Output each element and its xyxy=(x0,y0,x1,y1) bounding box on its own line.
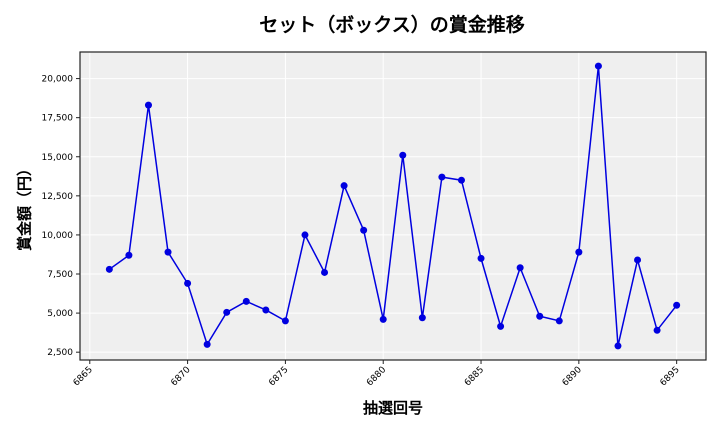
data-point-marker xyxy=(262,306,270,314)
x-tick-label: 6890 xyxy=(561,365,584,388)
data-point-marker xyxy=(379,315,387,323)
data-series xyxy=(105,62,681,350)
y-tick-label: 7,500 xyxy=(47,270,73,280)
data-point-marker xyxy=(340,182,348,190)
y-tick-label: 17,500 xyxy=(42,114,74,124)
data-point-marker xyxy=(457,176,465,184)
data-point-marker xyxy=(281,317,289,325)
x-axis-ticks: 6865 6870 6875 6880 6885 6890 6895 xyxy=(72,360,682,388)
plot-frame xyxy=(79,51,707,361)
data-point-marker xyxy=(418,314,426,322)
plot-area xyxy=(80,52,706,360)
data-point-marker xyxy=(653,326,661,334)
data-point-marker xyxy=(477,254,485,262)
x-tick-label: 6875 xyxy=(267,365,290,388)
x-tick-label: 6870 xyxy=(169,365,192,388)
y-tick-label: 5,000 xyxy=(47,309,73,319)
data-point-marker xyxy=(536,312,544,320)
data-point-marker xyxy=(634,256,642,264)
x-tick-label: 6885 xyxy=(463,365,486,388)
data-point-marker xyxy=(673,301,681,309)
data-point-marker xyxy=(594,62,602,70)
x-tick-label: 6880 xyxy=(365,365,388,388)
data-point-marker xyxy=(223,308,231,316)
y-tick-label: 12,500 xyxy=(42,192,74,202)
data-point-marker xyxy=(144,101,152,109)
data-point-marker xyxy=(516,264,524,272)
data-point-marker xyxy=(203,340,211,348)
data-point-marker xyxy=(321,268,329,276)
data-point-marker xyxy=(438,173,446,181)
data-point-marker xyxy=(575,248,583,256)
x-tick-label: 6895 xyxy=(659,365,682,388)
x-tick-label: 6865 xyxy=(72,365,95,388)
data-point-marker xyxy=(184,279,192,287)
data-point-marker xyxy=(242,297,250,305)
data-point-marker xyxy=(360,226,368,234)
data-point-marker xyxy=(301,231,309,239)
data-point-marker xyxy=(164,248,172,256)
data-point-marker xyxy=(555,317,563,325)
data-point-marker xyxy=(399,151,407,159)
y-tick-label: 2,500 xyxy=(47,348,73,358)
data-point-marker xyxy=(614,342,622,350)
series-line xyxy=(108,65,678,347)
data-point-marker xyxy=(497,322,505,330)
y-tick-label: 10,000 xyxy=(42,231,74,241)
chart-title: セット（ボックス）の賞金推移 xyxy=(259,14,525,36)
y-tick-label: 15,000 xyxy=(42,153,74,163)
data-point-marker xyxy=(125,251,133,259)
y-tick-label: 20,000 xyxy=(42,75,74,85)
data-point-marker xyxy=(105,265,113,273)
x-axis-label: 抽選回号 xyxy=(362,399,424,417)
y-axis-ticks: 2,500 5,000 7,500 10,000 12,500 15,000 17,500 2… xyxy=(42,75,80,358)
